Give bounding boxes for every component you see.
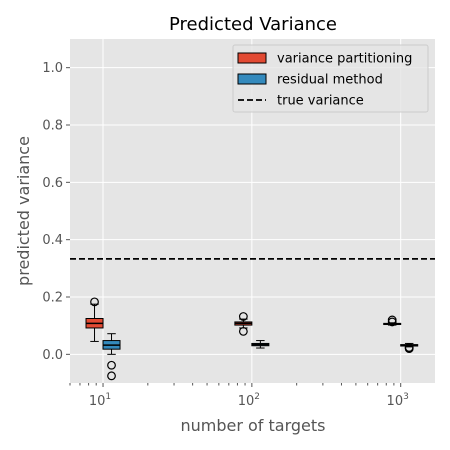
y-tick-label: 0.6 — [42, 176, 63, 191]
x-tick-label: 103 — [387, 392, 409, 409]
outlier-point — [107, 360, 116, 370]
box-variance-partitioning — [234, 312, 253, 336]
y-tick-label: 0.0 — [42, 348, 63, 363]
legend-swatch — [237, 73, 267, 85]
outlier-point — [107, 371, 116, 381]
outlier-point — [238, 327, 248, 336]
y-axis-label: predicted variance — [14, 136, 33, 286]
box-residual-method — [102, 333, 121, 381]
box-variance-partitioning — [85, 297, 104, 342]
outlier-point — [387, 317, 397, 327]
legend: variance partitioning residual method true… — [232, 44, 429, 113]
y-tick-label: 1.0 — [42, 61, 63, 76]
legend-frame — [232, 44, 429, 113]
legend-label: true variance — [277, 94, 364, 109]
outlier-point — [238, 312, 248, 321]
legend-swatch — [237, 52, 267, 64]
x-tick-label: 101 — [89, 392, 111, 409]
box-residual-method — [251, 340, 270, 349]
y-tick-label: 0.8 — [42, 119, 63, 134]
legend-label: residual method — [277, 73, 383, 88]
chart-title: Predicted Variance — [169, 14, 337, 35]
y-tick-label: 0.2 — [42, 291, 63, 306]
x-axis-label: number of targets — [180, 416, 325, 435]
y-tick-label: 0.4 — [42, 233, 63, 248]
outlier-point — [90, 297, 99, 307]
legend-label: variance partitioning — [277, 52, 412, 67]
x-tick-label: 102 — [238, 392, 260, 409]
box-variance-partitioning — [383, 315, 402, 327]
box-residual-method — [400, 342, 419, 354]
outlier-point — [404, 343, 414, 352]
